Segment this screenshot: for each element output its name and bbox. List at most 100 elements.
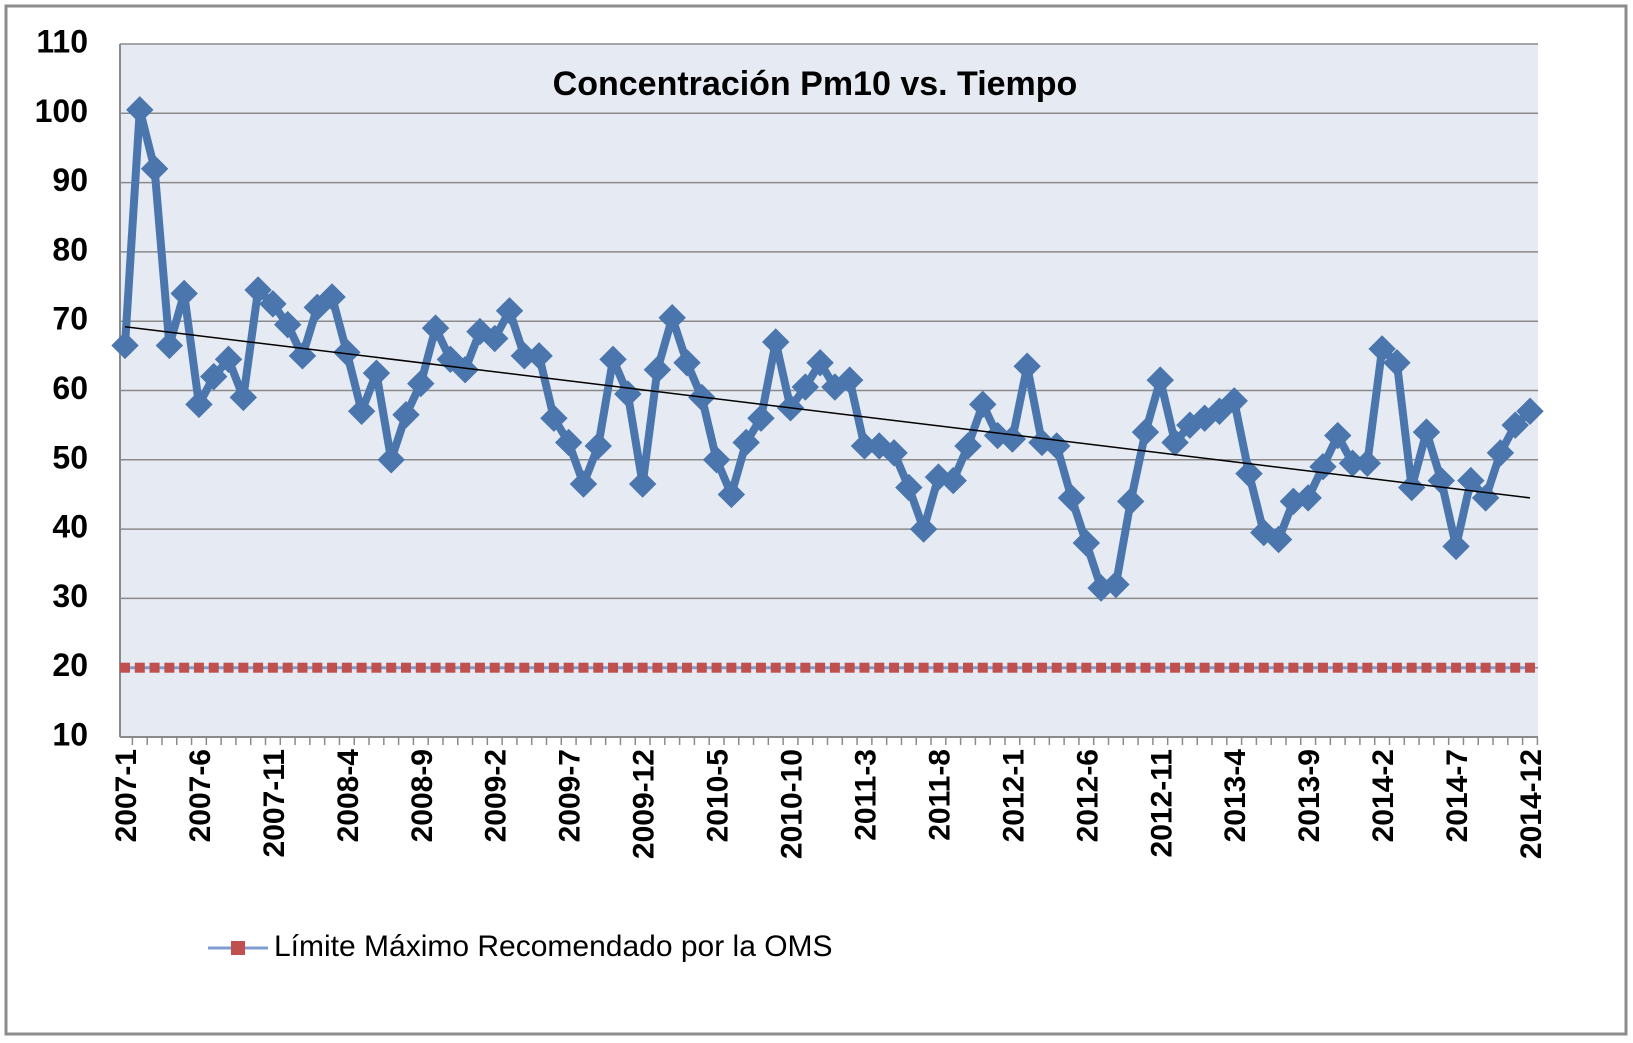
y-tick-label: 40 — [52, 509, 88, 545]
y-tick-label: 80 — [52, 231, 88, 267]
x-tick-label: 2010-5 — [702, 749, 735, 842]
data-point — [1126, 663, 1136, 673]
data-point — [1288, 663, 1298, 673]
data-point — [1155, 663, 1165, 673]
data-point — [120, 663, 130, 673]
data-point — [519, 663, 529, 673]
data-point — [209, 663, 219, 673]
legend-label: Límite Máximo Recomendado por la OMS — [274, 930, 833, 963]
data-point — [963, 663, 973, 673]
data-point — [682, 663, 692, 673]
data-point — [1037, 663, 1047, 673]
data-point — [978, 663, 988, 673]
data-point — [1495, 663, 1505, 673]
data-point — [1407, 663, 1417, 673]
x-tick-label: 2011-8 — [923, 749, 956, 841]
data-point — [593, 663, 603, 673]
data-point — [859, 663, 869, 673]
y-tick-label: 100 — [35, 93, 88, 129]
data-point — [1525, 663, 1535, 673]
data-point — [1096, 663, 1106, 673]
data-point — [445, 663, 455, 673]
data-point — [327, 663, 337, 673]
x-tick-label: 2012-6 — [1071, 749, 1104, 842]
data-point — [726, 663, 736, 673]
x-tick-label: 2012-1 — [997, 749, 1030, 842]
data-point — [238, 663, 248, 673]
x-tick-label: 2014-2 — [1367, 749, 1400, 842]
data-point — [1170, 663, 1180, 673]
data-point — [268, 663, 278, 673]
data-point — [1348, 663, 1358, 673]
data-point — [534, 663, 544, 673]
data-point — [815, 663, 825, 673]
legend-marker — [231, 941, 245, 955]
data-point — [1392, 663, 1402, 673]
data-point — [460, 663, 470, 673]
x-tick-label: 2007-11 — [258, 749, 291, 857]
y-tick-label: 110 — [36, 23, 88, 59]
data-point — [993, 663, 1003, 673]
data-point — [800, 663, 810, 673]
x-tick-label: 2008-4 — [332, 749, 365, 843]
data-point — [756, 663, 766, 673]
data-point — [1052, 663, 1062, 673]
data-point — [224, 663, 234, 673]
y-tick-label: 90 — [52, 162, 88, 198]
data-point — [1466, 663, 1476, 673]
x-tick-label: 2010-10 — [776, 749, 809, 859]
data-point — [1067, 663, 1077, 673]
data-point — [874, 663, 884, 673]
data-point — [431, 663, 441, 673]
x-tick-label: 2007-6 — [184, 749, 217, 842]
data-point — [357, 663, 367, 673]
data-point — [1022, 663, 1032, 673]
data-point — [771, 663, 781, 673]
data-point — [1318, 663, 1328, 673]
data-point — [652, 663, 662, 673]
data-point — [1200, 663, 1210, 673]
data-point — [712, 663, 722, 673]
data-point — [845, 663, 855, 673]
data-point — [1229, 663, 1239, 673]
data-point — [416, 663, 426, 673]
data-point — [948, 663, 958, 673]
data-point — [638, 663, 648, 673]
y-tick-label: 10 — [52, 716, 88, 752]
data-point — [564, 663, 574, 673]
data-point — [1214, 663, 1224, 673]
data-point — [342, 663, 352, 673]
data-point — [667, 663, 677, 673]
data-point — [578, 663, 588, 673]
data-point — [1274, 663, 1284, 673]
data-point — [1333, 663, 1343, 673]
y-tick-label: 30 — [52, 578, 88, 614]
data-point — [150, 663, 160, 673]
data-point — [253, 663, 263, 673]
data-point — [549, 663, 559, 673]
data-point — [386, 663, 396, 673]
data-point — [830, 663, 840, 673]
data-point — [919, 663, 929, 673]
data-point — [371, 663, 381, 673]
y-tick-label: 60 — [52, 370, 88, 406]
data-point — [1436, 663, 1446, 673]
data-point — [1421, 663, 1431, 673]
x-tick-label: 2009-12 — [628, 749, 661, 859]
data-point — [401, 663, 411, 673]
data-point — [697, 663, 707, 673]
x-tick-label: 2007-1 — [110, 749, 143, 842]
data-point — [283, 663, 293, 673]
data-point — [1111, 663, 1121, 673]
data-point — [194, 663, 204, 673]
data-point — [904, 663, 914, 673]
data-point — [1259, 663, 1269, 673]
x-tick-label: 2014-12 — [1515, 749, 1548, 859]
data-point — [933, 663, 943, 673]
data-point — [297, 663, 307, 673]
data-point — [1081, 663, 1091, 673]
data-point — [490, 663, 500, 673]
data-point — [505, 663, 515, 673]
data-point — [1007, 663, 1017, 673]
data-point — [135, 663, 145, 673]
